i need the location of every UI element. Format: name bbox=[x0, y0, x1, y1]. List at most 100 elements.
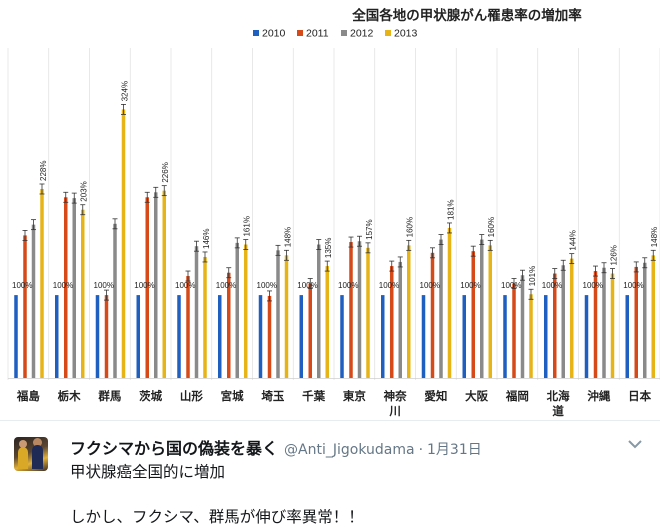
bar-栃木-2011 bbox=[64, 197, 68, 378]
category-label-愛知: 愛知 bbox=[424, 389, 447, 403]
category-label-千葉: 千葉 bbox=[302, 389, 325, 403]
bar-神奈川-2010 bbox=[381, 295, 385, 378]
bar-群馬-2013 bbox=[121, 109, 126, 379]
bar-大阪-2011 bbox=[471, 251, 475, 378]
separator-dot: · bbox=[418, 442, 424, 458]
data-label-2010-福島: 100% bbox=[12, 281, 32, 290]
bar-茨城-2011 bbox=[145, 197, 149, 378]
category-label-北海道: 北海 bbox=[547, 389, 570, 403]
chart-title: 全国各地の甲状腺がん罹患率の増加率 bbox=[351, 7, 582, 24]
data-label-2010-群馬: 100% bbox=[94, 281, 114, 290]
bar-東京-2012 bbox=[357, 241, 362, 378]
bar-日本-2013 bbox=[651, 255, 655, 378]
data-label-2010-福岡: 100% bbox=[501, 281, 521, 290]
bar-神奈川-2012 bbox=[398, 261, 402, 378]
data-label-2010-神奈川: 100% bbox=[379, 281, 399, 290]
bar-愛知-2012 bbox=[439, 239, 443, 378]
bar-愛知-2013 bbox=[447, 227, 452, 378]
bar-宮城-2011 bbox=[227, 272, 231, 378]
bar-東京-2011 bbox=[349, 242, 353, 378]
bar-福島-2011 bbox=[23, 235, 27, 378]
bar-栃木-2013 bbox=[81, 209, 85, 378]
bar-千葉-2010 bbox=[299, 295, 303, 378]
bar-神奈川-2011 bbox=[390, 266, 394, 378]
chevron-down-icon[interactable] bbox=[626, 437, 644, 451]
bar-東京-2010 bbox=[340, 295, 344, 378]
data-label-2013-大阪: 160% bbox=[487, 217, 496, 237]
bar-北海道-2013 bbox=[570, 258, 574, 378]
bar-栃木-2012 bbox=[72, 198, 76, 378]
bar-大阪-2013 bbox=[488, 245, 492, 378]
bar-大阪-2012 bbox=[480, 239, 484, 378]
data-label-2013-福岡: 101% bbox=[528, 266, 537, 286]
bar-日本-2010 bbox=[625, 295, 629, 378]
data-label-2010-東京: 100% bbox=[338, 281, 358, 290]
bar-群馬-2011 bbox=[104, 295, 109, 378]
legend-swatch-2012 bbox=[341, 30, 347, 36]
data-label-2013-栃木: 203% bbox=[80, 181, 89, 201]
category-label-北海道-line2: 道 bbox=[552, 404, 564, 418]
category-label-東京: 東京 bbox=[343, 389, 366, 403]
chart-image: 全国各地の甲状腺がん罹患率の増加率 2010 2011 2012 2013 100% 228… bbox=[7, 7, 660, 418]
data-label-2010-日本: 100% bbox=[623, 281, 643, 290]
bar-千葉-2011 bbox=[308, 283, 312, 378]
bar-千葉-2013 bbox=[325, 266, 329, 378]
tweet-date[interactable]: 1月31日 bbox=[427, 442, 482, 458]
bar-埼玉-2010 bbox=[258, 295, 263, 378]
bar-沖縄-2011 bbox=[593, 271, 598, 378]
data-label-2013-沖縄: 126% bbox=[610, 245, 619, 265]
data-label-2010-沖縄: 100% bbox=[583, 281, 603, 290]
bar-福岡-2011 bbox=[512, 283, 516, 378]
divider bbox=[0, 420, 660, 421]
bar-愛知-2010 bbox=[421, 295, 426, 378]
bar-埼玉-2011 bbox=[267, 295, 272, 378]
category-label-栃木: 栃木 bbox=[58, 389, 81, 403]
data-label-2010-愛知: 100% bbox=[420, 281, 440, 290]
data-label-2013-神奈川: 160% bbox=[406, 217, 415, 237]
data-label-2013-福島: 228% bbox=[39, 161, 48, 181]
bar-埼玉-2012 bbox=[276, 250, 280, 378]
category-label-山形: 山形 bbox=[180, 389, 203, 403]
data-label-2013-千葉: 135% bbox=[324, 238, 333, 258]
tweet-text-line-1: 甲状腺癌全国的に増加 bbox=[70, 463, 226, 481]
bar-大阪-2010 bbox=[462, 295, 466, 378]
bar-北海道-2011 bbox=[553, 273, 557, 378]
category-label-福岡: 福岡 bbox=[505, 389, 529, 403]
category-label-群馬: 群馬 bbox=[97, 389, 121, 403]
legend-swatch-2013 bbox=[385, 30, 391, 36]
bar-茨城-2013 bbox=[162, 190, 166, 378]
data-label-2010-埼玉: 100% bbox=[257, 281, 277, 290]
bar-神奈川-2013 bbox=[407, 245, 411, 378]
data-label-2013-北海道: 144% bbox=[569, 230, 578, 250]
bar-群馬-2012 bbox=[113, 223, 117, 378]
legend-label-2011: 2011 bbox=[306, 28, 329, 40]
tweet-header: フクシマから国の偽装を暴く @Anti_Jigokudama · 1月31日 bbox=[70, 435, 482, 458]
author-handle[interactable]: @Anti_Jigokudama bbox=[284, 442, 415, 458]
bar-沖縄-2010 bbox=[584, 295, 589, 378]
legend-label-2010: 2010 bbox=[262, 28, 286, 40]
bar-福島-2013 bbox=[40, 188, 44, 378]
avatar[interactable] bbox=[14, 437, 48, 471]
data-label-2010-宮城: 100% bbox=[216, 281, 236, 290]
category-label-神奈川-line2: 川 bbox=[388, 404, 401, 418]
author-name[interactable]: フクシマから国の偽装を暴く bbox=[70, 439, 279, 458]
bar-栃木-2010 bbox=[55, 295, 59, 378]
bar-山形-2013 bbox=[203, 256, 207, 378]
data-label-2010-千葉: 100% bbox=[297, 281, 317, 290]
legend-label-2012: 2012 bbox=[350, 28, 374, 40]
legend-swatch-2010 bbox=[253, 30, 259, 36]
bar-沖縄-2013 bbox=[610, 273, 615, 378]
bar-山形-2012 bbox=[194, 246, 199, 378]
bar-福岡-2013 bbox=[529, 294, 533, 378]
data-label-2010-北海道: 100% bbox=[542, 281, 562, 290]
data-label-2013-茨城: 226% bbox=[161, 162, 170, 182]
category-label-福島: 福島 bbox=[16, 389, 40, 403]
bar-宮城-2010 bbox=[218, 295, 222, 378]
category-label-大阪: 大阪 bbox=[465, 389, 488, 403]
bar-日本-2011 bbox=[634, 266, 638, 378]
bar-北海道-2012 bbox=[561, 265, 565, 378]
bar-福岡-2012 bbox=[520, 275, 525, 378]
thyroid-cancer-chart: 全国各地の甲状腺がん罹患率の増加率 2010 2011 2012 2013 100% 228… bbox=[7, 7, 660, 418]
data-label-2010-大阪: 100% bbox=[460, 281, 480, 290]
bar-茨城-2012 bbox=[154, 192, 158, 378]
